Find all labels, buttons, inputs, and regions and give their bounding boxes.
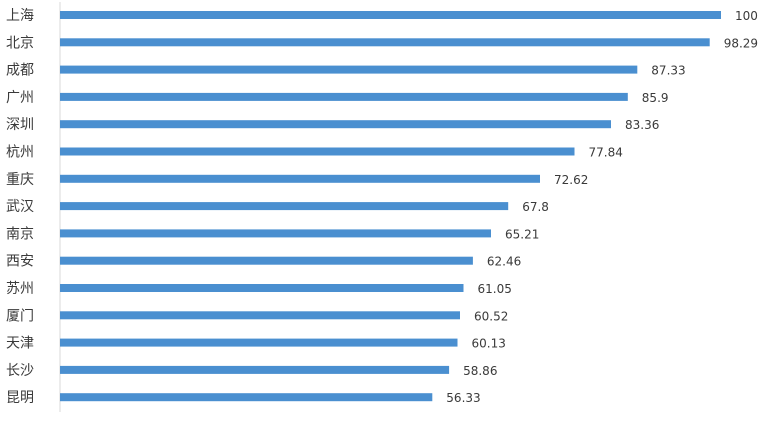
value-label-4: 85.9 <box>642 91 669 105</box>
category-label-4: 广州 <box>6 90 34 106</box>
category-label-6: 杭州 <box>6 145 34 161</box>
bar-12 <box>60 311 460 320</box>
bars-group <box>60 11 721 402</box>
category-label-14: 长沙 <box>6 363 34 379</box>
category-label-11: 苏州 <box>6 281 34 297</box>
category-label-13: 天津 <box>6 336 34 352</box>
value-label-6: 77.84 <box>589 146 623 160</box>
bar-1 <box>60 11 721 19</box>
value-label-7: 72.62 <box>554 173 588 187</box>
category-label-10: 西安 <box>6 254 34 270</box>
bar-9 <box>60 229 491 238</box>
value-label-15: 56.33 <box>446 391 480 405</box>
value-label-13: 60.13 <box>472 337 506 351</box>
value-label-11: 61.05 <box>478 282 512 296</box>
bar-5 <box>60 120 611 129</box>
bar-15 <box>60 393 433 402</box>
category-label-2: 北京 <box>6 35 34 51</box>
value-label-10: 62.46 <box>487 255 521 269</box>
bar-10 <box>60 256 473 265</box>
value-label-14: 58.86 <box>463 364 497 378</box>
bar-7 <box>60 174 540 183</box>
bar-13 <box>60 338 458 347</box>
category-label-9: 南京 <box>6 226 34 242</box>
value-label-3: 87.33 <box>651 64 685 78</box>
value-label-5: 83.36 <box>625 118 659 132</box>
category-label-12: 厦门 <box>6 308 34 324</box>
category-label-8: 武汉 <box>6 199 34 215</box>
bar-3 <box>60 65 638 74</box>
category-label-1: 上海 <box>6 8 34 24</box>
bar-4 <box>60 92 628 101</box>
category-label-15: 昆明 <box>6 390 34 406</box>
category-label-3: 成都 <box>6 63 34 79</box>
value-label-8: 67.8 <box>522 200 549 214</box>
value-label-2: 98.29 <box>724 36 758 50</box>
value-label-1: 100 <box>735 9 758 23</box>
value-label-12: 60.52 <box>474 309 508 323</box>
bar-14 <box>60 365 450 374</box>
bar-11 <box>60 284 464 292</box>
category-label-5: 深圳 <box>6 117 34 133</box>
bar-6 <box>60 147 575 156</box>
value-label-9: 65.21 <box>505 227 539 241</box>
bar-8 <box>60 202 509 211</box>
bar-2 <box>60 38 710 47</box>
category-label-7: 重庆 <box>6 172 34 188</box>
